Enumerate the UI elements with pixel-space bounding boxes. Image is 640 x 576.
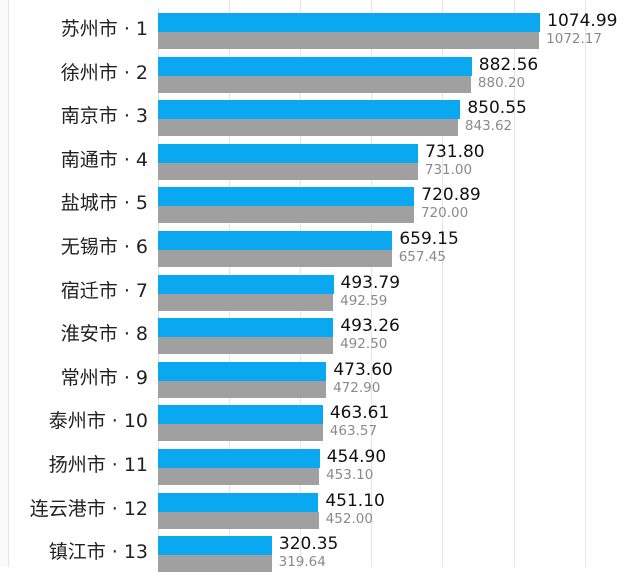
bar-current [158,143,419,163]
bar-current [158,361,327,381]
value-label-previous: 463.57 [329,423,378,440]
bar-current [158,449,320,468]
bar-previous [158,337,334,355]
value-label-current: 1074.99 [547,11,618,31]
gridline [513,0,515,567]
gridline [371,0,373,567]
category-label: 徐州市 · 2 [60,61,148,84]
bar-row: 泰州市 · 10 463.61 463.57 [0,401,640,445]
bar-previous [158,75,471,93]
value-label-current: 731.80 [425,141,485,162]
value-label-current: 463.61 [329,403,390,424]
value-label-current: 451.10 [325,490,385,511]
bar-current [158,492,319,512]
value-label-previous: 657.45 [398,249,446,265]
bar-previous [158,162,418,180]
category-label: 镇江市 · 13 [48,541,148,564]
bar-previous [158,32,540,49]
category-label: 连云港市 · 12 [29,497,148,520]
category-label: 南京市 · 3 [60,105,148,128]
bar-current [158,274,334,294]
category-label: 无锡市 · 6 [60,236,148,258]
bar-row: 常州市 · 9 473.60 472.90 [0,358,640,402]
value-label-current: 493.26 [340,316,400,337]
bar-current [158,536,272,556]
bar-previous [158,293,334,311]
bar-previous [158,250,392,267]
bar-current [158,56,472,76]
bar-previous [158,511,319,529]
bar-row: 镇江市 · 13 320.35 319.64 [0,532,640,576]
bar-row: 南京市 · 3 850.55 843.62 [0,96,640,140]
bar-current [158,231,393,250]
bar-current [158,405,323,425]
bar-row: 徐州市 · 2 882.56 880.20 [0,53,640,97]
bar-previous [158,424,323,442]
bar-row: 扬州市 · 11 454.90 453.10 [0,445,640,489]
bar-previous [158,380,327,398]
value-label-previous: 843.62 [464,118,513,135]
bar-current [158,100,461,120]
value-label-current: 493.79 [340,272,401,293]
value-label-previous: 880.20 [477,74,526,91]
left-border [0,0,9,567]
value-label-previous: 492.59 [340,292,388,309]
bar-row: 南通市 · 4 731.80 731.00 [0,140,640,184]
value-label-current: 720.89 [421,185,481,206]
category-label: 扬州市 · 11 [48,454,148,476]
category-label: 淮安市 · 8 [60,323,148,346]
bar-current [158,13,541,32]
category-label: 宿迁市 · 7 [60,279,148,302]
bar-row: 无锡市 · 6 659.15 657.45 [0,227,640,271]
bar-previous [158,555,272,573]
value-label-previous: 472.90 [333,379,381,396]
bar-current [158,187,415,207]
category-label: 常州市 · 9 [60,366,148,389]
gridline [584,0,586,567]
bar-previous [158,206,414,224]
value-label-current: 473.60 [333,359,393,380]
category-label: 盐城市 · 5 [60,192,148,215]
gridline [442,0,444,567]
category-label: 南通市 · 4 [60,148,148,171]
bar-previous [158,468,320,485]
value-label-previous: 452.00 [325,510,373,527]
value-label-previous: 1072.17 [546,31,602,47]
value-label-previous: 492.50 [340,336,388,353]
value-label-previous: 720.00 [420,205,469,222]
value-label-current: 850.55 [467,98,527,119]
bar-row: 苏州市 · 1 1074.99 1072.17 [0,9,640,53]
category-label: 苏州市 · 1 [60,18,148,40]
value-label-current: 454.90 [326,447,387,467]
bar-previous [158,119,458,137]
value-label-previous: 453.10 [326,467,374,483]
bar-row: 淮安市 · 8 493.26 492.50 [0,314,640,358]
bar-row: 连云港市 · 12 451.10 452.00 [0,489,640,533]
value-label-current: 882.56 [478,54,539,75]
value-label-previous: 319.64 [278,554,326,571]
bar-current [158,318,334,338]
bar-row: 盐城市 · 5 720.89 720.00 [0,183,640,227]
bar-row: 宿迁市 · 7 493.79 492.59 [0,271,640,315]
value-label-current: 659.15 [399,229,459,249]
value-label-previous: 731.00 [424,161,473,178]
value-label-current: 320.35 [278,534,339,555]
category-label: 泰州市 · 10 [48,410,148,433]
